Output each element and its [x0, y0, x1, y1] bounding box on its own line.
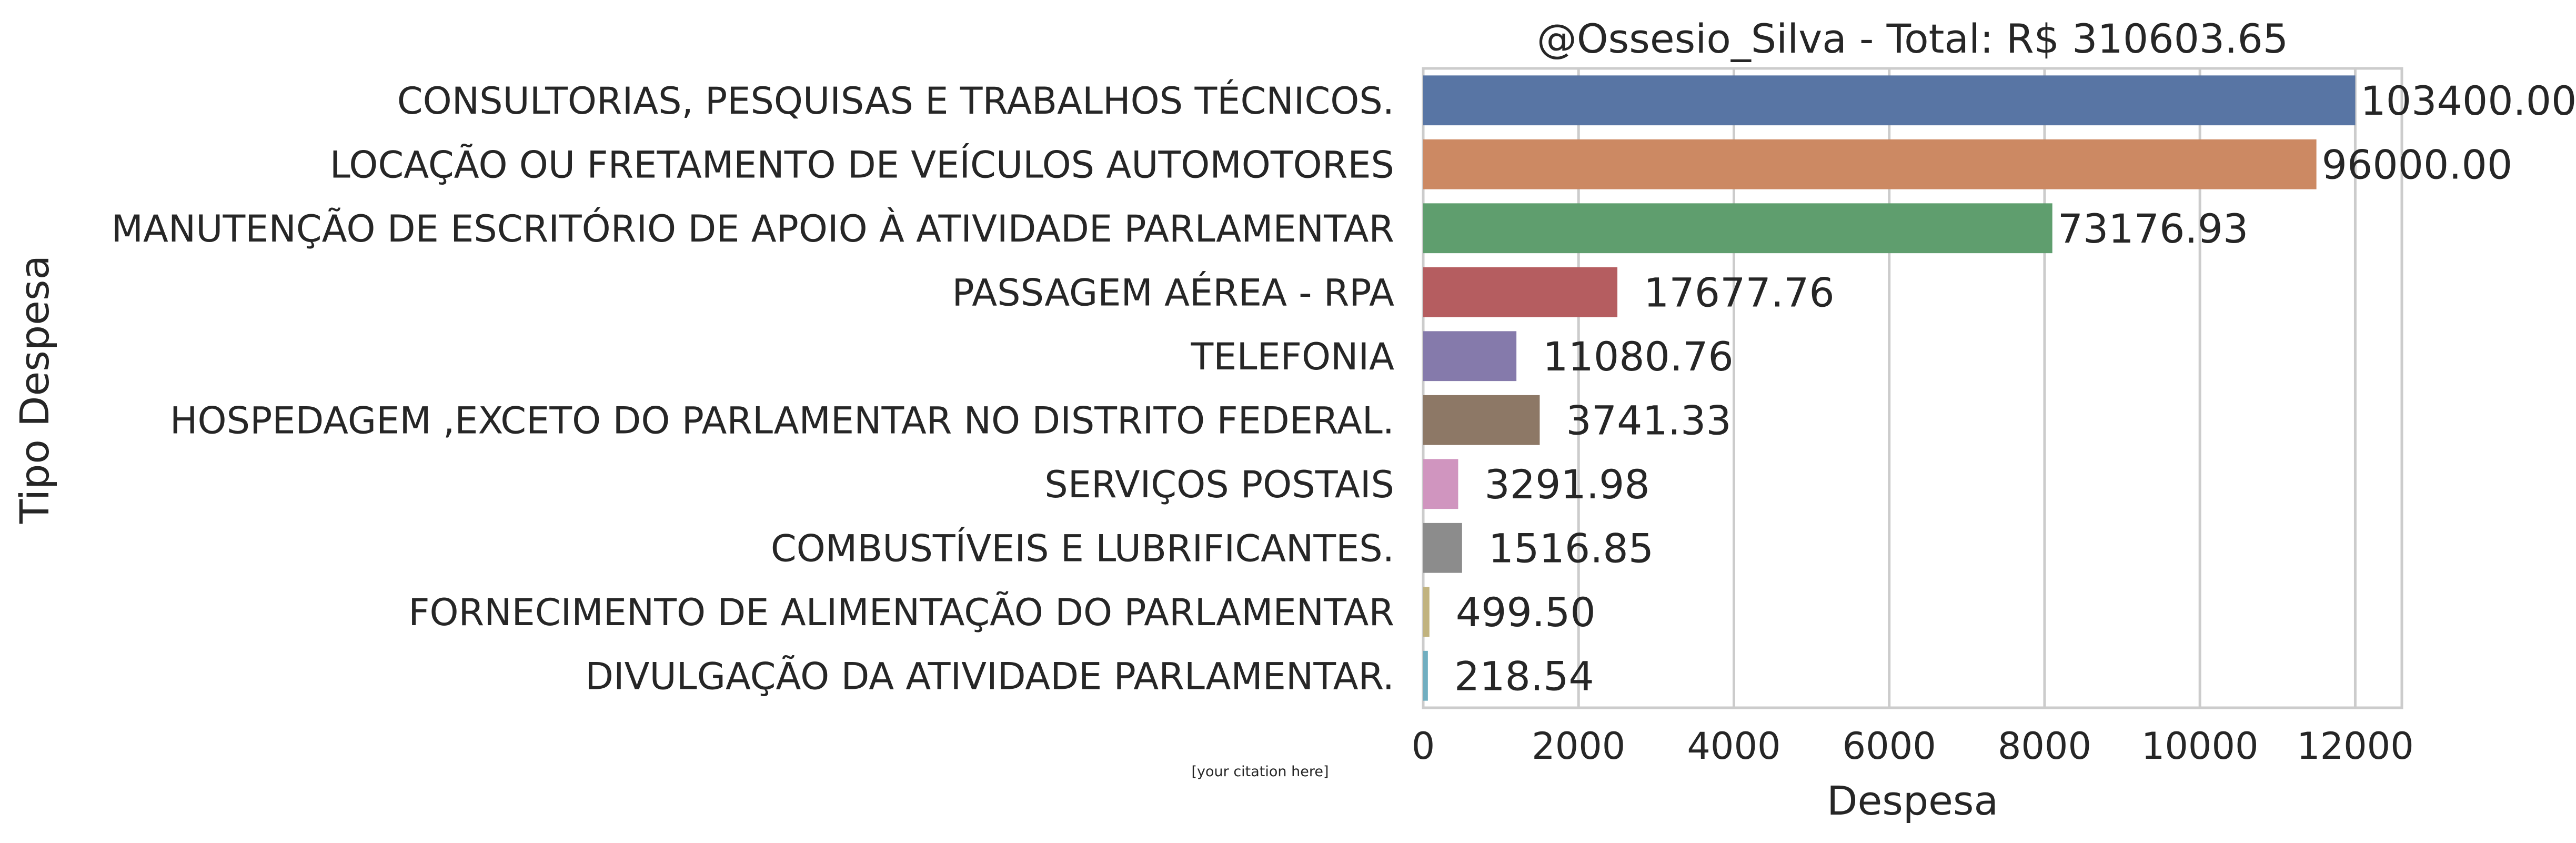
value-label: 17677.76	[1644, 269, 1835, 316]
value-label: 1516.85	[1488, 525, 1654, 571]
value-label: 73176.93	[2058, 205, 2249, 252]
category-label: MANUTENÇÃO DE ESCRITÓRIO DE APOIO À ATIV…	[112, 207, 1394, 250]
category-label: COMBUSTÍVEIS E LUBRIFICANTES.	[771, 527, 1394, 570]
bar	[1423, 203, 2052, 254]
bar	[1423, 587, 1430, 637]
x-tick-labels: 0 2000 4000 6000 8000 10000 12000	[1412, 725, 2414, 768]
value-label: 96000.00	[2322, 141, 2513, 188]
bar	[1423, 459, 1458, 509]
category-label: SERVIÇOS POSTAIS	[1044, 463, 1394, 506]
bar	[1423, 331, 1517, 382]
bar	[1423, 139, 2317, 189]
x-tick-label: 0	[1412, 725, 1435, 768]
x-axis-title: Despesa	[1827, 777, 1998, 824]
value-labels: 103400.00 96000.00 73176.93 17677.76 11080.7…	[1454, 77, 2576, 700]
x-tick-label: 12000	[2297, 725, 2414, 768]
bar	[1423, 75, 2356, 126]
category-label: TELEFONIA	[1191, 335, 1395, 378]
category-label: CONSULTORIAS, PESQUISAS E TRABALHOS TÉCN…	[397, 79, 1394, 123]
bar	[1423, 267, 1618, 317]
x-tick-label: 6000	[1843, 725, 1936, 768]
value-label: 103400.00	[2360, 77, 2576, 124]
category-labels: CONSULTORIAS, PESQUISAS E TRABALHOS TÉCN…	[112, 79, 1395, 698]
bar	[1423, 523, 1462, 573]
x-tick-label: 2000	[1532, 725, 1625, 768]
bar	[1423, 650, 1428, 701]
category-label: LOCAÇÃO OU FRETAMENTO DE VEÍCULOS AUTOMO…	[330, 143, 1394, 186]
category-label: PASSAGEM AÉREA - RPA	[952, 271, 1395, 314]
value-label: 499.50	[1456, 589, 1596, 636]
citation: [your citation here]	[1192, 764, 1329, 780]
category-label: DIVULGAÇÃO DA ATIVIDADE PARLAMENTAR.	[585, 655, 1394, 698]
x-tick-label: 8000	[1998, 725, 2091, 768]
bars	[1423, 75, 2356, 701]
value-label: 3741.33	[1566, 397, 1731, 444]
bar	[1423, 395, 1540, 445]
x-tick-label: 10000	[2141, 725, 2259, 768]
value-label: 3291.98	[1484, 461, 1649, 508]
y-axis-title: Tipo Despesa	[11, 255, 58, 524]
value-label: 11080.76	[1543, 333, 1734, 380]
category-label: FORNECIMENTO DE ALIMENTAÇÃO DO PARLAMENT…	[408, 591, 1394, 634]
value-label: 218.54	[1454, 653, 1594, 699]
chart-title: @Ossesio_Silva - Total: R$ 310603.65	[1537, 15, 2288, 62]
x-tick-label: 4000	[1687, 725, 1780, 768]
category-label: HOSPEDAGEM ,EXCETO DO PARLAMENTAR NO DIS…	[170, 399, 1394, 442]
